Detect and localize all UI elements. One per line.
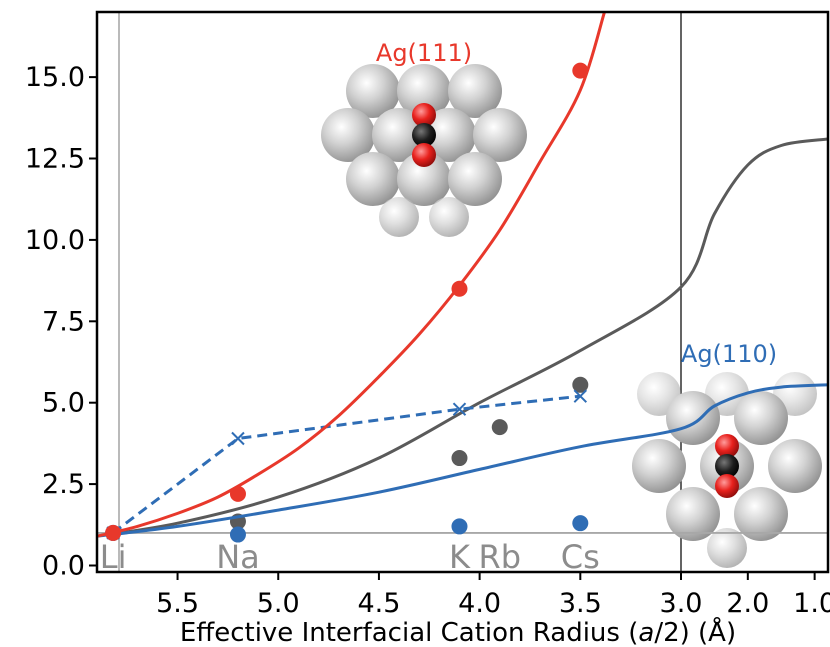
- oxygen-atom: [412, 103, 436, 127]
- x-tick-label: 4.5: [357, 588, 400, 619]
- ag-111-data-point: [105, 524, 122, 541]
- y-tick-label: 5.0: [42, 388, 85, 419]
- y-tick-label: 12.5: [25, 144, 85, 175]
- ag110-surface-inset: [632, 372, 822, 568]
- cation-label-rb: Rb: [478, 538, 521, 576]
- cation-label-na: Na: [216, 538, 260, 576]
- ag111-surface-inset: [321, 64, 527, 237]
- plot-frame: [95, 10, 830, 574]
- ag-111-data-point: [229, 485, 246, 502]
- carbon-atom: [412, 123, 436, 147]
- ag-111-data-point: [572, 62, 589, 79]
- cation-label-k: K: [449, 538, 471, 576]
- y-tick-label: 10.0: [25, 225, 85, 256]
- cation-label-li: Li: [100, 538, 127, 576]
- ag110-co2-molecule: [715, 434, 739, 498]
- x-tick-label: 2.0: [726, 588, 769, 619]
- ag-110-data-point: [451, 518, 468, 535]
- x-axis-title: Effective Interfacial Cation Radius (a/2…: [180, 616, 736, 647]
- intermediate-data-point: [451, 450, 468, 467]
- x-tick-label: 5.5: [156, 588, 199, 619]
- carbon-atom: [715, 454, 739, 478]
- intermediate-data-point: [572, 376, 589, 393]
- x-tick-label: 3.5: [559, 588, 602, 619]
- oxygen-atom: [715, 434, 739, 458]
- ag111-co2-molecule: [412, 103, 436, 167]
- intermediate-data-point: [491, 419, 508, 436]
- y-axis: 0.0 2.5 5.0 7.5 10.0 12.5 15.0: [25, 62, 97, 581]
- x-tick-label: 3.0: [660, 588, 703, 619]
- x-tick-label: 5.0: [257, 588, 300, 619]
- cation-label-cs: Cs: [561, 538, 600, 576]
- ag-110-cross-marker: [231, 431, 245, 446]
- ag-110-data-point: [572, 515, 589, 532]
- intermediate-fit-curve: [97, 137, 828, 538]
- ag-111-fit-curve: [97, 12, 606, 538]
- y-tick-label: 7.5: [42, 306, 85, 337]
- oxygen-atom: [715, 474, 739, 498]
- ag110-label: Ag(110): [681, 340, 777, 368]
- cation-labels: Li Na K Rb Cs: [100, 538, 600, 576]
- ag-110-cross-marker: [452, 402, 467, 416]
- x-axis: 5.5 5.0 4.5 4.0 3.5 3.0 2.0 1.0: [156, 572, 830, 619]
- y-tick-label: 15.0: [25, 62, 85, 93]
- y-tick-label: 0.0: [42, 550, 85, 581]
- ag110-atom-grid: [632, 372, 822, 568]
- series-layer: [97, 12, 828, 543]
- ag111-atom-grid: [321, 64, 527, 237]
- ag-110-data-point: [229, 526, 246, 543]
- ag-110-dashed-line: [112, 394, 581, 535]
- oxygen-atom: [412, 143, 436, 167]
- ag-111-data-point: [451, 280, 468, 297]
- ag111-label: Ag(111): [376, 39, 472, 67]
- ag-110-cross-marker: [573, 389, 588, 403]
- ag-110-fit-curve: [97, 383, 828, 538]
- y-tick-label: 2.5: [42, 469, 85, 500]
- x-tick-label: 1.0: [793, 588, 830, 619]
- x-tick-label: 4.0: [458, 588, 501, 619]
